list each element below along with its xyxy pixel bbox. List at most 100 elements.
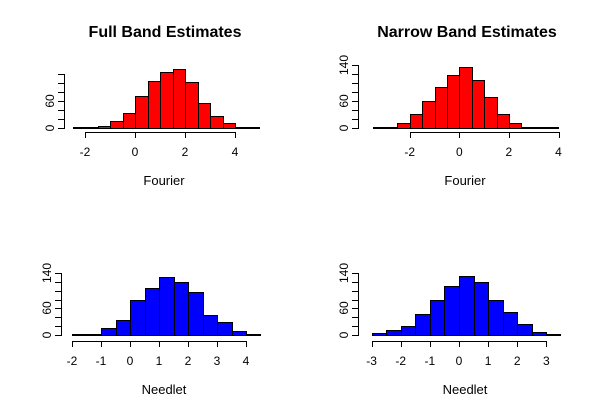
x-tick-label: 3 bbox=[213, 354, 221, 368]
y-tick-label: 0 bbox=[337, 124, 351, 131]
x-axis-tick bbox=[400, 341, 402, 347]
y-axis-line bbox=[64, 73, 65, 129]
histogram-bar bbox=[422, 100, 436, 129]
y-axis-tick bbox=[352, 290, 358, 292]
x-axis-tick bbox=[459, 131, 461, 138]
x-axis-tick bbox=[558, 131, 560, 138]
histogram-bar bbox=[497, 113, 510, 129]
y-tick-label: 140 bbox=[337, 263, 351, 284]
x-axis-line bbox=[85, 131, 236, 133]
x-tick-label: -2 bbox=[66, 354, 78, 368]
y-axis-tick bbox=[55, 290, 61, 292]
y-tick-label: 60 bbox=[337, 93, 351, 108]
x-tick-label: 2 bbox=[513, 354, 521, 368]
y-axis-tick bbox=[55, 282, 61, 283]
x-axis-label-bottom-right: Needlet bbox=[442, 382, 488, 397]
y-axis-tick bbox=[58, 109, 64, 111]
y-axis-tick bbox=[55, 325, 61, 327]
x-tick-label: -3 bbox=[366, 354, 377, 368]
x-axis-tick bbox=[371, 341, 373, 347]
y-tick-label: 60 bbox=[40, 301, 54, 315]
x-axis-label-bottom-left: Needlet bbox=[141, 382, 187, 397]
y-axis-tick bbox=[352, 64, 358, 66]
y-axis-tick bbox=[352, 334, 358, 336]
y-axis-tick bbox=[352, 100, 358, 102]
histogram-bar bbox=[488, 299, 504, 336]
y-axis-tick bbox=[55, 273, 61, 275]
histogram-bar bbox=[116, 319, 131, 336]
histogram-bar bbox=[217, 321, 233, 336]
x-tick-label: -1 bbox=[424, 354, 436, 368]
x-axis-tick bbox=[135, 131, 136, 138]
x-tick-label: 3 bbox=[543, 354, 550, 368]
x-axis-label-top-left: Fourier bbox=[143, 173, 185, 188]
histogram-bar bbox=[444, 285, 460, 336]
y-axis-tick bbox=[58, 73, 64, 75]
x-axis-tick bbox=[185, 131, 186, 138]
histogram-bar bbox=[474, 281, 489, 336]
y-axis-tick bbox=[352, 91, 358, 93]
x-tick-label: 4 bbox=[242, 354, 250, 368]
x-axis-label-top-right: Fourier bbox=[444, 173, 486, 188]
histogram-bar bbox=[386, 329, 402, 336]
x-axis-tick bbox=[217, 341, 218, 347]
histogram-bar bbox=[135, 95, 149, 129]
histogram-bar bbox=[101, 327, 117, 336]
y-axis-tick bbox=[352, 73, 358, 75]
histogram-bar bbox=[503, 311, 518, 336]
y-axis-line bbox=[61, 273, 62, 336]
x-tick-label: -2 bbox=[395, 354, 407, 368]
histogram-bar bbox=[223, 122, 236, 129]
x-axis-tick bbox=[508, 131, 510, 138]
histogram-bar bbox=[517, 323, 533, 336]
x-axis-tick bbox=[235, 131, 236, 138]
y-axis-tick bbox=[352, 118, 358, 120]
x-axis-tick bbox=[459, 341, 460, 347]
x-axis-tick bbox=[72, 341, 73, 347]
x-axis-tick bbox=[429, 341, 431, 347]
y-axis-tick bbox=[352, 109, 358, 111]
histogram-bar bbox=[145, 287, 160, 336]
y-axis-tick bbox=[352, 317, 358, 318]
histogram-bar bbox=[210, 115, 224, 129]
x-axis-tick bbox=[517, 341, 519, 347]
histogram-bar bbox=[509, 122, 522, 129]
y-tick-label: 0 bbox=[43, 124, 57, 131]
x-tick-label: -2 bbox=[404, 145, 416, 159]
histogram-bar bbox=[160, 71, 174, 129]
y-axis-tick bbox=[352, 273, 358, 275]
histogram-bar bbox=[110, 120, 124, 129]
y-axis-tick bbox=[55, 299, 61, 301]
histogram-bar bbox=[459, 275, 475, 336]
histogram-bar bbox=[159, 276, 175, 336]
y-tick-label: 60 bbox=[337, 301, 351, 315]
x-axis-line bbox=[409, 131, 560, 133]
y-tick-label: 60 bbox=[43, 93, 57, 108]
panel-title-top-left: Full Band Estimates bbox=[88, 24, 242, 41]
histogram-bar bbox=[232, 330, 247, 336]
y-axis-tick bbox=[352, 82, 358, 84]
x-axis-tick bbox=[188, 341, 189, 347]
histogram-bar bbox=[185, 81, 199, 129]
x-tick-label: 1 bbox=[155, 354, 163, 368]
histogram-bar bbox=[203, 314, 218, 336]
x-axis-tick bbox=[85, 131, 86, 138]
x-axis-tick bbox=[488, 341, 490, 347]
y-tick-label: 0 bbox=[337, 331, 351, 338]
y-axis-tick bbox=[55, 334, 61, 336]
x-tick-label: 2 bbox=[184, 354, 192, 368]
y-axis-tick bbox=[352, 127, 358, 129]
histogram-bar bbox=[174, 281, 189, 336]
y-axis-tick bbox=[352, 325, 358, 327]
x-tick-label: 0 bbox=[131, 145, 139, 159]
y-axis-tick bbox=[55, 308, 61, 310]
x-tick-label: 0 bbox=[126, 354, 134, 368]
x-axis-tick bbox=[130, 341, 131, 347]
y-axis-tick bbox=[58, 100, 64, 102]
histogram-bar bbox=[401, 325, 416, 336]
y-axis-tick bbox=[352, 308, 358, 310]
x-tick-label: 0 bbox=[455, 354, 463, 368]
x-axis-tick bbox=[159, 341, 160, 347]
y-axis-tick bbox=[55, 317, 61, 318]
